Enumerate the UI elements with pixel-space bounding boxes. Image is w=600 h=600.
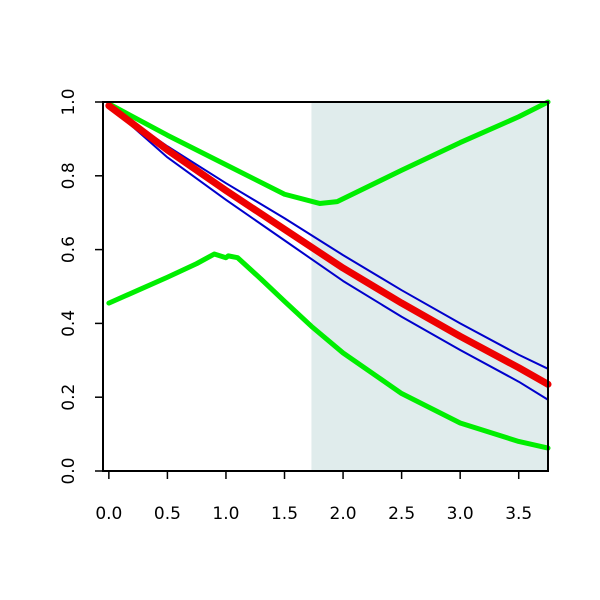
series-line-3 <box>107 104 549 370</box>
y-tick-label-1: 0.2 <box>59 384 79 411</box>
y-tick-label-2: 0.4 <box>59 310 79 337</box>
y-tick-label-0: 0.0 <box>59 457 79 484</box>
series-line-4 <box>107 104 549 401</box>
y-tick-label-4: 0.8 <box>59 162 79 189</box>
x-tick-label-3: 1.5 <box>271 504 298 524</box>
x-tick-label-1: 0.5 <box>154 504 181 524</box>
axes-layer: 0.0 0.5 1.0 1.5 2.0 2.5 3.0 3.5 0.0 0.2 0.4 0.6 0.8 1… <box>59 88 549 524</box>
series-layer <box>105 99 552 451</box>
x-tick-label-0: 0.0 <box>95 504 122 524</box>
x-tick-label-5: 2.5 <box>388 504 415 524</box>
series-line-5 <box>105 102 552 388</box>
x-tick-label-7: 3.5 <box>505 504 532 524</box>
x-tick-label-2: 1.0 <box>212 504 239 524</box>
y-tick-label-5: 1.0 <box>59 88 79 115</box>
plot-frame <box>102 101 549 472</box>
series-line-1 <box>106 251 551 451</box>
x-tick-label-4: 2.0 <box>330 504 357 524</box>
x-tick-label-6: 3.0 <box>447 504 474 524</box>
series-line-2 <box>106 99 551 206</box>
y-tick-label-3: 0.6 <box>59 236 79 263</box>
